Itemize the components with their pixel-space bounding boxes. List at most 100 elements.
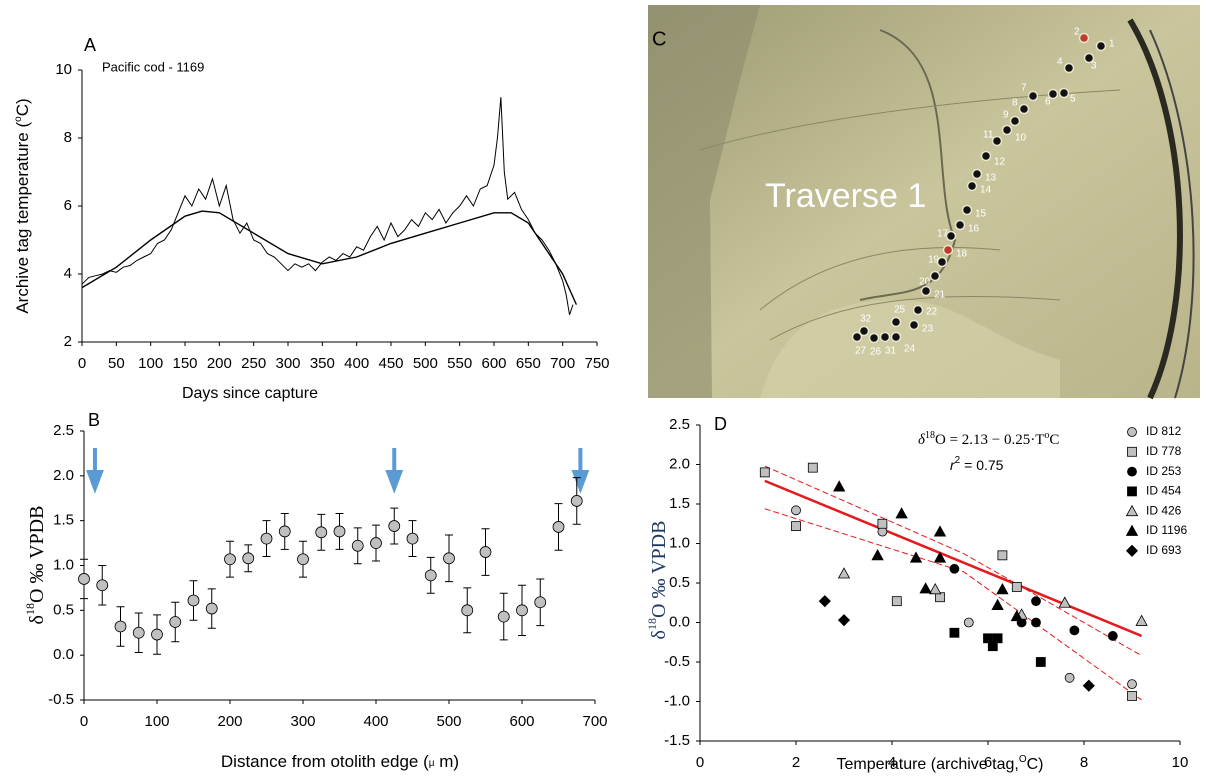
- point: [791, 505, 801, 516]
- y-tick-label: -1.5: [664, 732, 690, 749]
- point: [791, 521, 801, 532]
- y-tick-label: 10: [55, 61, 72, 78]
- x-axis-label-part: Temperature (archive tag,: [837, 756, 1019, 773]
- point: [997, 550, 1008, 561]
- x-tick-label: 0: [80, 713, 88, 730]
- y-tick-label: 1.5: [669, 495, 690, 512]
- x-tick-label: 400: [344, 355, 369, 372]
- point: [406, 532, 419, 545]
- traverse-point: [929, 270, 941, 282]
- x-axis-label-part: Distance from otolith edge (: [221, 752, 429, 771]
- equation-part: O = 2.13 − 0.25·T: [935, 432, 1044, 448]
- traverse-point: [1078, 32, 1090, 44]
- r-squared-part: 2: [955, 455, 961, 466]
- point: [992, 633, 1003, 644]
- traverse-point: [971, 168, 983, 180]
- point: [1064, 672, 1075, 683]
- point: [224, 553, 236, 566]
- y-axis-label: δ18O ‰ VPDB: [23, 506, 48, 625]
- x-tick-label: 2: [792, 754, 800, 771]
- traverse-label: 23: [922, 324, 934, 335]
- traverse-label: 7: [1021, 83, 1027, 94]
- point: [187, 594, 200, 607]
- point: [837, 614, 851, 627]
- photo-edge: [859, 29, 957, 301]
- traverse-label: 27: [855, 346, 867, 357]
- x-tick-label: 500: [413, 355, 438, 372]
- x-axis-label-part: m): [435, 752, 460, 771]
- y-tick-label: 0.5: [669, 574, 690, 591]
- y-axis-label-part: C): [13, 98, 32, 116]
- point: [1031, 617, 1041, 628]
- traverse-point: [890, 316, 902, 328]
- x-tick-label: 100: [138, 355, 163, 372]
- traverse-label: 9: [1003, 110, 1009, 121]
- point: [1069, 625, 1080, 636]
- traverse-label: 4: [1057, 57, 1063, 68]
- r-squared-part: = 0.75: [960, 457, 1003, 473]
- legend-marker: [1127, 446, 1137, 457]
- point: [205, 602, 218, 615]
- x-tick-label: 200: [207, 355, 232, 372]
- x-tick-label: 10: [1172, 754, 1189, 771]
- traverse-point: [954, 219, 966, 231]
- legend-marker: [1127, 486, 1137, 497]
- traverse-point: [912, 304, 924, 316]
- point: [991, 598, 1004, 611]
- traverse-point: [936, 256, 948, 268]
- x-tick-label: 600: [481, 355, 506, 372]
- arrow: [571, 448, 590, 494]
- traverse-label: 3: [1091, 61, 1097, 72]
- series-line: [81, 97, 574, 315]
- x-tick-label: 550: [447, 355, 472, 372]
- y-tick-label: 2.0: [53, 467, 74, 484]
- x-axis-label-part: O: [1019, 754, 1027, 765]
- y-axis-label: δ18O ‰ VPDB: [645, 521, 670, 640]
- point: [929, 582, 942, 595]
- arrow: [86, 448, 104, 494]
- y-axis-label-part: δ: [26, 615, 48, 624]
- x-tick-label: 300: [275, 355, 300, 372]
- traverse-label: 17: [937, 229, 949, 240]
- x-tick-label: 300: [290, 713, 315, 730]
- panel-label: A: [84, 35, 96, 55]
- x-tick-label: 50: [108, 355, 125, 372]
- point: [807, 462, 818, 473]
- point: [818, 595, 831, 608]
- photo-shade: [760, 300, 1060, 398]
- traverse-label: 16: [968, 224, 980, 235]
- point: [1058, 596, 1071, 608]
- point: [909, 551, 923, 563]
- point: [949, 563, 960, 574]
- legend-label: ID 253: [1146, 464, 1182, 478]
- traverse-point: [945, 230, 957, 242]
- arrow: [385, 448, 404, 494]
- point: [443, 552, 455, 565]
- point: [351, 539, 364, 552]
- x-tick-label: 200: [217, 713, 242, 730]
- y-tick-label: -0.5: [48, 691, 74, 708]
- legend-label: ID 426: [1146, 503, 1182, 517]
- point: [570, 495, 583, 507]
- legend-marker: [1127, 427, 1137, 437]
- traverse-label: 6: [1045, 97, 1051, 108]
- y-tick-label: 2.5: [669, 416, 690, 433]
- traverse-point: [1095, 40, 1107, 52]
- x-axis-label: Distance from otolith edge (μ m): [221, 752, 459, 771]
- traverse-label: 1: [1109, 39, 1115, 50]
- traverse-point: [1001, 124, 1013, 136]
- x-axis-label-part: μ: [429, 758, 435, 769]
- point: [132, 626, 145, 639]
- point: [877, 518, 888, 529]
- point: [963, 617, 974, 628]
- point: [1127, 679, 1137, 690]
- traverse-point: [1047, 88, 1059, 100]
- y-axis-label-part: O ‰ VPDB: [648, 521, 670, 618]
- point: [260, 532, 273, 545]
- point: [297, 553, 309, 566]
- traverse-point: [879, 331, 891, 343]
- x-tick-label: 0: [696, 754, 704, 771]
- equation: δ18O = 2.13 − 0.25·ToC: [918, 430, 1059, 449]
- point: [919, 582, 932, 594]
- y-tick-label: 0.0: [669, 613, 690, 630]
